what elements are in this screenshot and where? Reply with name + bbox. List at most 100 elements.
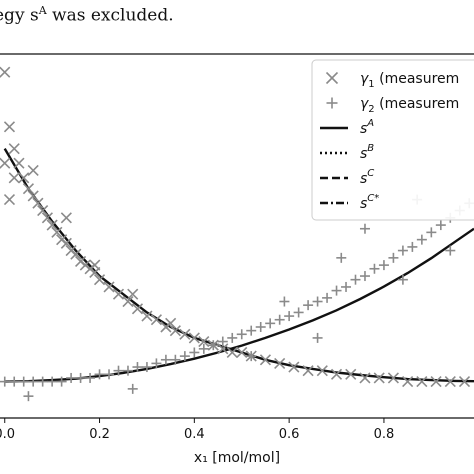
gamma2-point — [359, 223, 370, 234]
gamma2-point — [322, 292, 333, 303]
legend-entry: sA — [320, 118, 374, 137]
gamma2-point — [331, 285, 342, 296]
gamma1-point — [150, 314, 162, 326]
gamma1-point — [122, 295, 134, 308]
gamma2-point — [435, 220, 446, 231]
gamma1-point — [444, 376, 456, 388]
gamma1-point — [22, 183, 35, 195]
gamma1-point — [70, 248, 82, 260]
gamma1-point — [430, 376, 442, 388]
gamma2-point — [85, 372, 96, 383]
gamma2-point — [66, 372, 77, 383]
gamma2-point — [227, 332, 238, 343]
gamma2-point — [284, 311, 295, 322]
gamma2-point — [246, 351, 257, 362]
gamma1-point — [0, 66, 11, 78]
gamma2-point — [246, 325, 257, 336]
gamma2-point — [94, 369, 105, 380]
gamma1-point — [274, 357, 286, 369]
legend-entry: γ1 (measurem — [325, 71, 459, 90]
legend-label: sB — [360, 143, 374, 162]
legend-plus-marker — [326, 97, 338, 109]
gamma2-point — [23, 391, 34, 402]
gamma1-point — [3, 194, 16, 206]
gamma2-point — [445, 245, 456, 256]
gamma2-point — [208, 340, 219, 351]
gamma2-point — [198, 343, 209, 354]
gamma2-point — [407, 241, 418, 252]
x-tick-label: 0.8 — [374, 427, 395, 442]
gamma2-point — [127, 383, 138, 394]
gamma1-point — [198, 335, 210, 348]
gamma2-point — [341, 281, 352, 292]
gamma2-point — [28, 376, 39, 387]
gamma2-point — [312, 296, 323, 307]
x-ticks: 0.0 0.2 0.4 0.6 0.8 — [0, 418, 394, 442]
gamma1-point — [41, 212, 53, 224]
gamma1-point — [0, 157, 11, 169]
gamma2-point — [47, 376, 58, 387]
x-tick-label: 0.2 — [89, 427, 110, 442]
gamma1-point — [8, 143, 20, 155]
gamma2-point — [170, 354, 181, 365]
gamma2-point — [255, 322, 266, 332]
x-tick-label: 0.6 — [279, 427, 300, 442]
gamma1-point — [46, 219, 58, 231]
legend-label: γ2 (measurem — [360, 96, 459, 115]
gamma1-point — [27, 190, 39, 202]
gamma1-point — [112, 288, 125, 300]
gamma2-point — [9, 376, 20, 387]
gamma1-point — [458, 376, 471, 388]
gamma1-point — [27, 164, 39, 177]
gamma2-point — [274, 314, 285, 325]
gamma2-point — [388, 252, 399, 263]
gamma1-point — [387, 372, 399, 384]
legend-entry: sC* — [320, 193, 379, 212]
gamma2-point — [113, 365, 124, 376]
gamma1-point — [8, 172, 20, 184]
gamma1-point — [302, 365, 314, 377]
gamma1-point — [188, 332, 200, 344]
gamma2-point — [350, 274, 361, 285]
gamma2-point — [236, 329, 247, 340]
gamma2-point — [0, 376, 10, 387]
gamma2-point — [37, 376, 48, 387]
x-tick-label: 0.0 — [0, 427, 15, 442]
gamma1-point — [32, 197, 44, 209]
legend-label: sC — [360, 168, 374, 187]
gamma2-point — [132, 362, 143, 373]
gamma2-point — [336, 252, 347, 263]
gamma1-point — [316, 365, 328, 377]
data-layer — [0, 66, 474, 402]
gamma2-point — [426, 227, 437, 238]
gamma2-point — [56, 376, 67, 387]
legend-frame — [311, 59, 474, 221]
gamma2-point — [122, 365, 133, 376]
gamma2-point — [160, 354, 171, 365]
gamma2-point — [151, 358, 162, 369]
gamma2-point — [359, 271, 370, 282]
gamma2-point — [141, 362, 152, 373]
gamma2-point — [179, 351, 190, 362]
gamma1-point — [373, 372, 385, 384]
gamma1-point — [236, 346, 248, 359]
gamma1-point — [416, 376, 428, 388]
gamma2-point — [104, 369, 115, 380]
gamma1-point — [131, 303, 144, 315]
legend-label: sA — [360, 118, 374, 137]
legend-x-marker — [325, 71, 339, 85]
legend-entry: sC — [320, 168, 374, 187]
gamma1-point — [359, 372, 371, 384]
legend: γ1 (measurem γ2 (measurem sA sB sC sC* — [311, 59, 474, 221]
gamma1-point — [345, 368, 357, 380]
gamma1-point — [60, 212, 72, 224]
figure-caption: egy sA was excluded. — [0, 4, 174, 26]
gamma1-point — [89, 259, 101, 271]
caption-superscript: A — [38, 4, 47, 17]
x-axis-label: x₁ [mol/mol] — [194, 450, 280, 466]
x-tick-label: 0.4 — [184, 427, 205, 442]
gamma1-point — [141, 310, 153, 322]
gamma2-point — [397, 274, 408, 285]
gamma1-point — [330, 368, 343, 380]
